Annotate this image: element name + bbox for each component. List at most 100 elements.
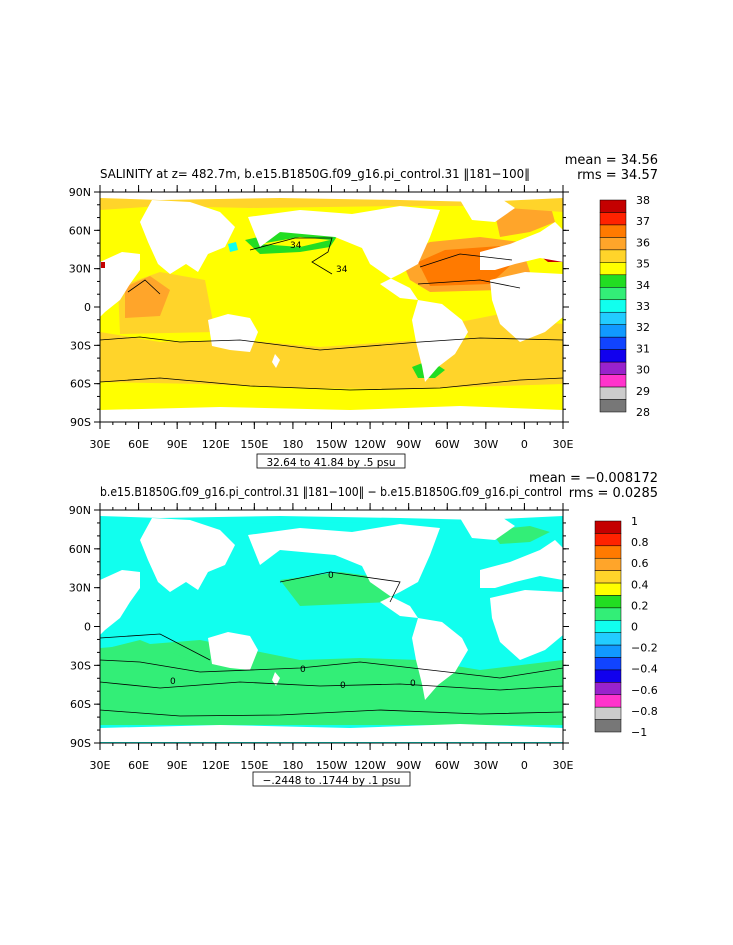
land-antarct [100,724,563,742]
colorbar-segment [599,274,627,288]
colorbar-segment [599,361,627,375]
colorbar-segment [594,582,622,596]
lon-label: 120W [354,438,386,451]
lon-label: 30E [90,759,111,772]
land-austral [208,632,258,670]
land-arctic [100,192,563,202]
lon-label: 90W [396,759,421,772]
contour-line-3 [249,237,333,275]
contour-label: 34 [336,265,348,275]
okhotsk [228,242,238,252]
lon-label: 150E [240,438,268,451]
lon-label: 150W [316,759,348,772]
colorbar-segment [599,262,627,276]
contour-line-2 [100,659,563,679]
lat-label: 0 [84,301,91,314]
contour-line-5 [417,279,521,289]
np-core [260,237,330,247]
indian-south [100,640,190,670]
land-antarct [100,406,563,422]
colorbar-segment [594,607,622,621]
colorbar-label: 32 [636,321,650,334]
range-note: 32.64 to 41.84 by .5 psu [266,457,395,469]
land-samerica [412,618,468,700]
lon-label: 120E [202,759,230,772]
lat-label: 0 [84,621,91,634]
arctic-ring [100,198,563,212]
range-note-box [252,771,411,787]
colorbar-segment [594,694,622,708]
land-indiaAsia [140,518,235,592]
contour-label: 0 [300,665,306,675]
lat-label: 30S [70,339,91,352]
lat-label: 60S [70,378,91,391]
lon-label: 60W [435,759,460,772]
land-nz [272,672,280,686]
lat-label: 60S [70,698,91,711]
contour-label: 0 [170,677,176,687]
map-panel-2: 0 0 0 0 0 90N 60N 30N 0 30S 60S 90S 30E 60E 90E 120E 150… [69,471,658,787]
colorbar-label: 34 [636,279,650,292]
colorbar-segment [594,570,622,584]
lon-label: 150W [316,438,348,451]
contour-line-1 [100,633,211,661]
lon-label: 30E [90,438,111,451]
colorbar-segment [594,657,622,671]
lat-label: 90S [70,737,91,750]
colorbar-label: 0 [631,621,638,634]
colorbar-segment [594,706,622,720]
colorbar-label: −0.6 [631,684,658,697]
colorbar-label: −0.4 [631,663,658,676]
lon-label: 30W [473,759,498,772]
land-nz [272,354,280,368]
colorbar-segment [594,557,622,571]
land-africaE [490,590,563,660]
colorbar-segment [599,349,627,363]
colorbar-segment [594,533,622,547]
colorbar-segment [599,287,627,301]
colorbar-label: 1 [631,515,638,528]
lon-label: 150E [240,759,268,772]
colorbar-label: 30 [636,364,650,377]
land-austral [208,314,258,352]
lat-label: 90S [70,416,91,429]
lon-label: 30E [553,759,574,772]
contour-label: 34 [290,241,302,251]
colorbar-segment [599,212,627,226]
contour-line-4 [100,681,563,691]
colorbar-segment [594,520,622,534]
lat-label: 60N [69,224,91,237]
acc-band [100,382,563,402]
lat-label: 30S [70,659,91,672]
colorbar-segment [599,224,627,238]
contour-line-4 [419,253,513,268]
colorbar-label: −1 [631,726,647,739]
lat-label: 30N [69,582,91,595]
colorbar-label: −0.8 [631,705,658,718]
colorbar-segment [599,324,627,338]
lon-label: 90E [167,438,188,451]
contour-line-2 [100,377,563,391]
contour-label: 0 [328,571,334,581]
land-greenland [460,198,515,222]
map-fill-group [100,510,563,743]
lon-label: 60W [435,438,460,451]
lon-label: 60E [128,759,149,772]
colorbar-label: 29 [636,385,650,398]
colorbar-label: 0.6 [631,557,649,570]
colorbar-label: 37 [636,215,650,228]
lon-label: 60E [128,438,149,451]
map-fill-group [100,192,563,422]
rms-value: rms = 34.57 [577,168,658,183]
contour-line-5 [100,709,563,717]
colorbar-label: 28 [636,406,650,419]
land-europe [480,222,563,270]
lon-label: 180 [282,438,303,451]
red-sea [101,262,105,268]
colorbar-segment [594,545,622,559]
colorbar-segment [594,682,622,696]
panel-title: SALINITY at z= 482.7m, b.e15.B1850G.f09_… [100,166,530,181]
colorbar-label: 33 [636,300,650,313]
land-africa [100,252,140,317]
lon-label: 120E [202,438,230,451]
